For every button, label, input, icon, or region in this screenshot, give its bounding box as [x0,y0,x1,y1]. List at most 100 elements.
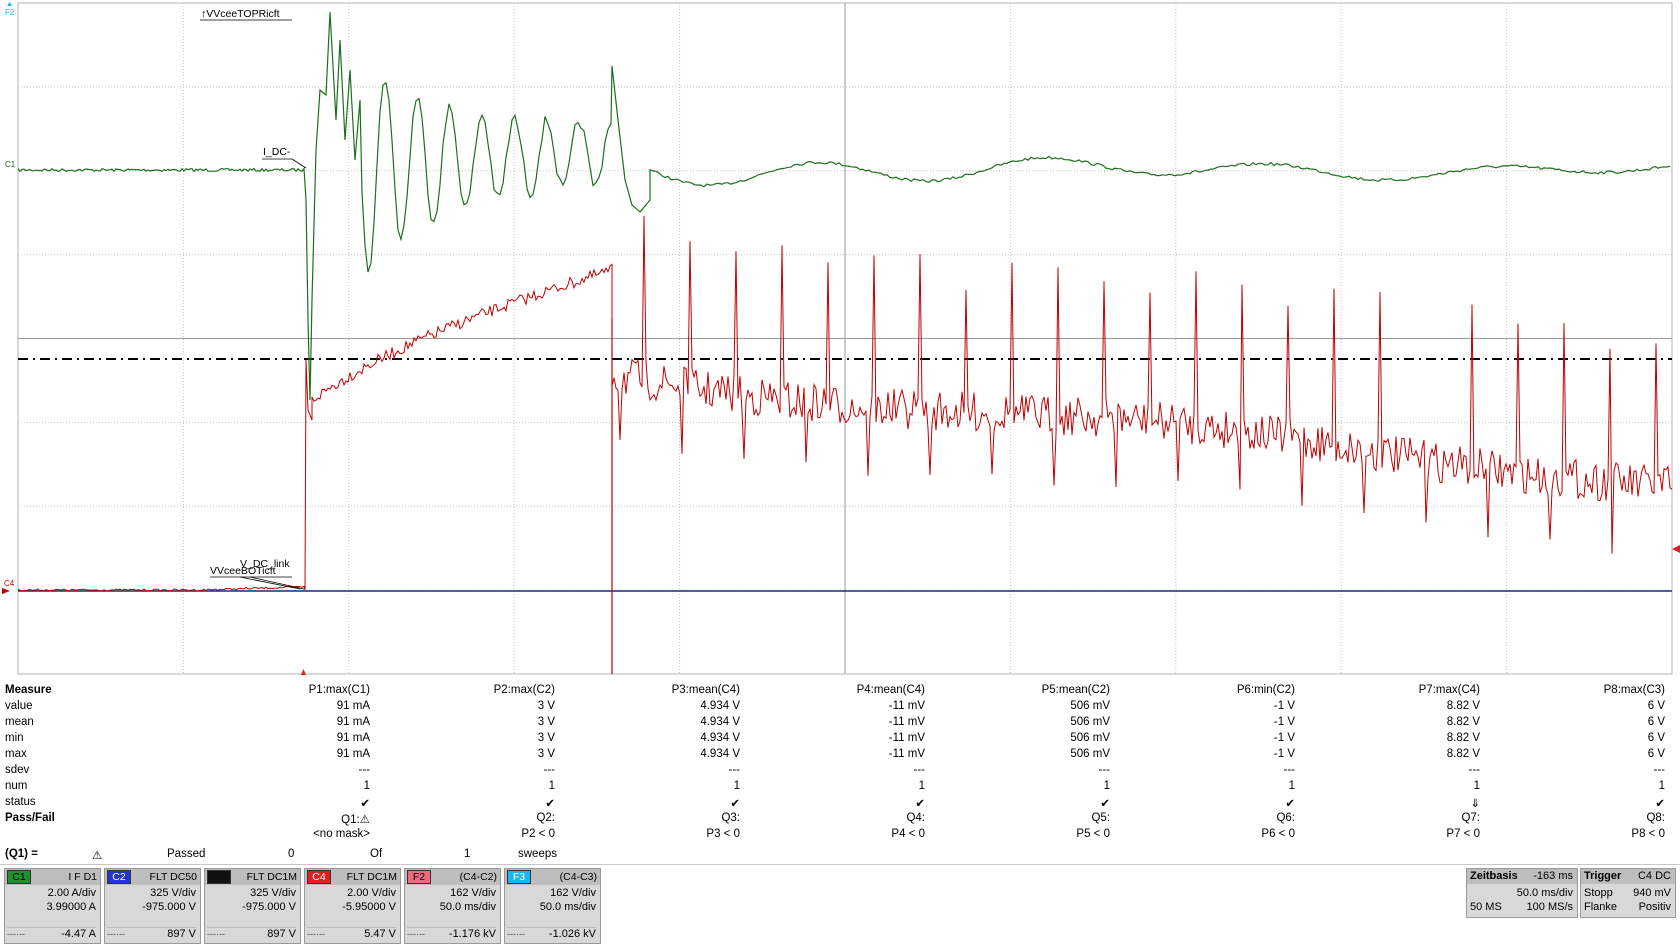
measure-cell: 1 [363,780,370,792]
measure-cell: 3 V [537,716,555,728]
row-label: min [5,732,24,744]
q-label[interactable]: Q5: [1091,812,1110,824]
passfail-row: Pass/Fail Q1:⚠ Q2: Q3: Q4: Q5: Q6: Q7: Q… [0,812,1680,828]
measure-cell: -1 V [1273,700,1295,712]
channel-strip: C1 I F D1 2.00 A/div 3.99000 A ---·-- -4… [0,864,1680,945]
row-label: max [5,748,27,760]
trigger-level: 940 mV [1633,887,1671,899]
channel-tag[interactable]: C2 [107,870,131,884]
q-condition: P8 < 0 [1631,828,1665,840]
cursor-value: -4.47 A [61,928,96,940]
math-f3-descriptor[interactable]: F3 (C4-C3) 162 V/div 50.0 ms/div ---·-- … [504,868,601,944]
channel-tag[interactable]: C3 [207,870,231,884]
measure-cell: 4.934 V [700,732,740,744]
channel-offset: -5.95000 V [342,901,396,913]
measure-cell: -11 mV [888,716,925,728]
q-label[interactable]: Q1:⚠ [341,814,370,826]
descriptor-footer: ---·-- -1.026 kV [507,927,596,942]
channel-c3-descriptor[interactable]: C3 FLT DC1M 325 V/div -975.000 V ---·-- … [204,868,301,944]
measure-cell: --- [1283,764,1296,776]
measure-cell: --- [543,764,556,776]
descriptor-footer: ---·-- -4.47 A [7,927,96,942]
param-header[interactable]: P7:max(C4) [1418,684,1480,696]
channel-scale: 2.00 V/div [347,887,396,899]
param-header[interactable]: P4:mean(C4) [856,684,925,696]
c1-edge-label: C1 [5,160,16,169]
timebase-descriptor[interactable]: Zeitbasis -163 ms 50.0 ms/div 50 MS 100 … [1466,868,1578,918]
trigger-mode: Stopp [1584,887,1613,899]
channel-offset: -975.000 V [142,901,196,913]
measure-header-row: Measure P1:max(C1) P2:max(C2) P3:mean(C4… [0,684,1680,700]
right-level-marker[interactable] [1672,545,1680,553]
channel-tag[interactable]: F2 [407,870,431,884]
channel-tag[interactable]: F3 [507,870,531,884]
q-label[interactable]: Q8: [1646,812,1665,824]
passfail-cond-row: <no mask> P2 < 0 P3 < 0 P4 < 0 P5 < 0 P6… [0,828,1680,844]
row-label: sdev [5,764,30,776]
channel-tag[interactable]: C1 [7,870,31,884]
passfail-label: Pass/Fail [5,812,55,824]
leader-line [249,576,305,590]
q-label[interactable]: Q2: [536,812,555,824]
param-header[interactable]: P8:max(C3) [1603,684,1665,696]
measure-row: num 1 1 1 1 1 1 1 1 [0,780,1680,796]
q1-label: (Q1) = [5,848,38,860]
q-condition: P6 < 0 [1261,828,1295,840]
measure-row: value 91 mA 3 V 4.934 V -11 mV 506 mV -1… [0,700,1680,716]
cursor-dash-icon: ---·-- [207,929,225,939]
channel-c1-descriptor[interactable]: C1 I F D1 2.00 A/div 3.99000 A ---·-- -4… [4,868,101,944]
f2-offset-marker[interactable] [7,2,12,6]
descriptor-footer: ---·-- -1.176 kV [407,927,496,942]
measure-cell: --- [1653,764,1666,776]
measure-cell: 91 mA [336,716,370,728]
param-header[interactable]: P1:max(C1) [308,684,370,696]
passed-label: Passed [167,848,206,860]
q-label[interactable]: Q4: [906,812,925,824]
channel-scale: 162 V/div [550,887,596,899]
channel-coupling: FLT DC1M [246,871,297,883]
channel-c2-descriptor[interactable]: C2 FLT DC50 325 V/div -975.000 V ---·-- … [104,868,201,944]
channel-c4-descriptor[interactable]: C4 FLT DC1M 2.00 V/div -5.95000 V ---·--… [304,868,401,944]
q-label[interactable]: Q3: [721,812,740,824]
status-check-icon: ✔ [1100,798,1110,810]
c4-offset-marker[interactable] [2,588,10,594]
measure-cell: 1 [918,780,925,792]
channel-tag[interactable]: C4 [307,870,331,884]
vce-bot-label: VVceeBOTicft [210,565,276,577]
trigger-descriptor[interactable]: Trigger C4 DC Stopp 940 mV Flanke Positi… [1580,868,1676,918]
param-header[interactable]: P2:max(C2) [493,684,555,696]
measure-header-label: Measure [5,684,52,696]
trigger-source: C4 DC [1637,870,1671,882]
trigger-position-marker[interactable] [301,669,306,675]
measure-row: sdev --- --- --- --- --- --- --- --- [0,764,1680,780]
measure-cell: -11 mV [888,700,925,712]
leader-line [239,576,301,590]
channel-scale: 325 V/div [250,887,296,899]
math-source: (C4-C2) [459,871,497,883]
cursor-dash-icon: ---·-- [507,929,525,939]
measure-row: max 91 mA 3 V 4.934 V -11 mV 506 mV -1 V… [0,748,1680,764]
cursor-value: -1.176 kV [448,928,496,940]
channel-scale: 162 V/div [450,887,496,899]
timebase-div: 50.0 ms/div [1516,887,1573,899]
q-label[interactable]: Q6: [1276,812,1295,824]
waveform-display[interactable]: F2 C1 C4 ↑VVceeTOPRicft I_DC- V_DC_link … [0,0,1680,680]
waveform-grid [2,2,1680,675]
measure-cell: -11 mV [888,748,925,760]
passed-count: 0 [288,848,295,860]
measure-cell: 1 [733,780,740,792]
row-label: value [5,700,33,712]
q-label[interactable]: Q7: [1461,812,1480,824]
v-dc-link-label: V_DC_link [240,558,290,570]
param-header[interactable]: P3:mean(C4) [671,684,740,696]
measure-cell: --- [1098,764,1111,776]
measure-cell: 506 mV [1070,732,1110,744]
math-f2-descriptor[interactable]: F2 (C4-C2) 162 V/div 50.0 ms/div ---·-- … [404,868,501,944]
warning-icon: ⚠ [92,850,103,862]
row-label: mean [5,716,34,728]
cursor-value: 897 V [267,928,296,940]
row-label: num [5,780,28,792]
channel-timebase: 50.0 ms/div [439,901,496,913]
param-header[interactable]: P6:min(C2) [1236,684,1295,696]
param-header[interactable]: P5:mean(C2) [1041,684,1110,696]
